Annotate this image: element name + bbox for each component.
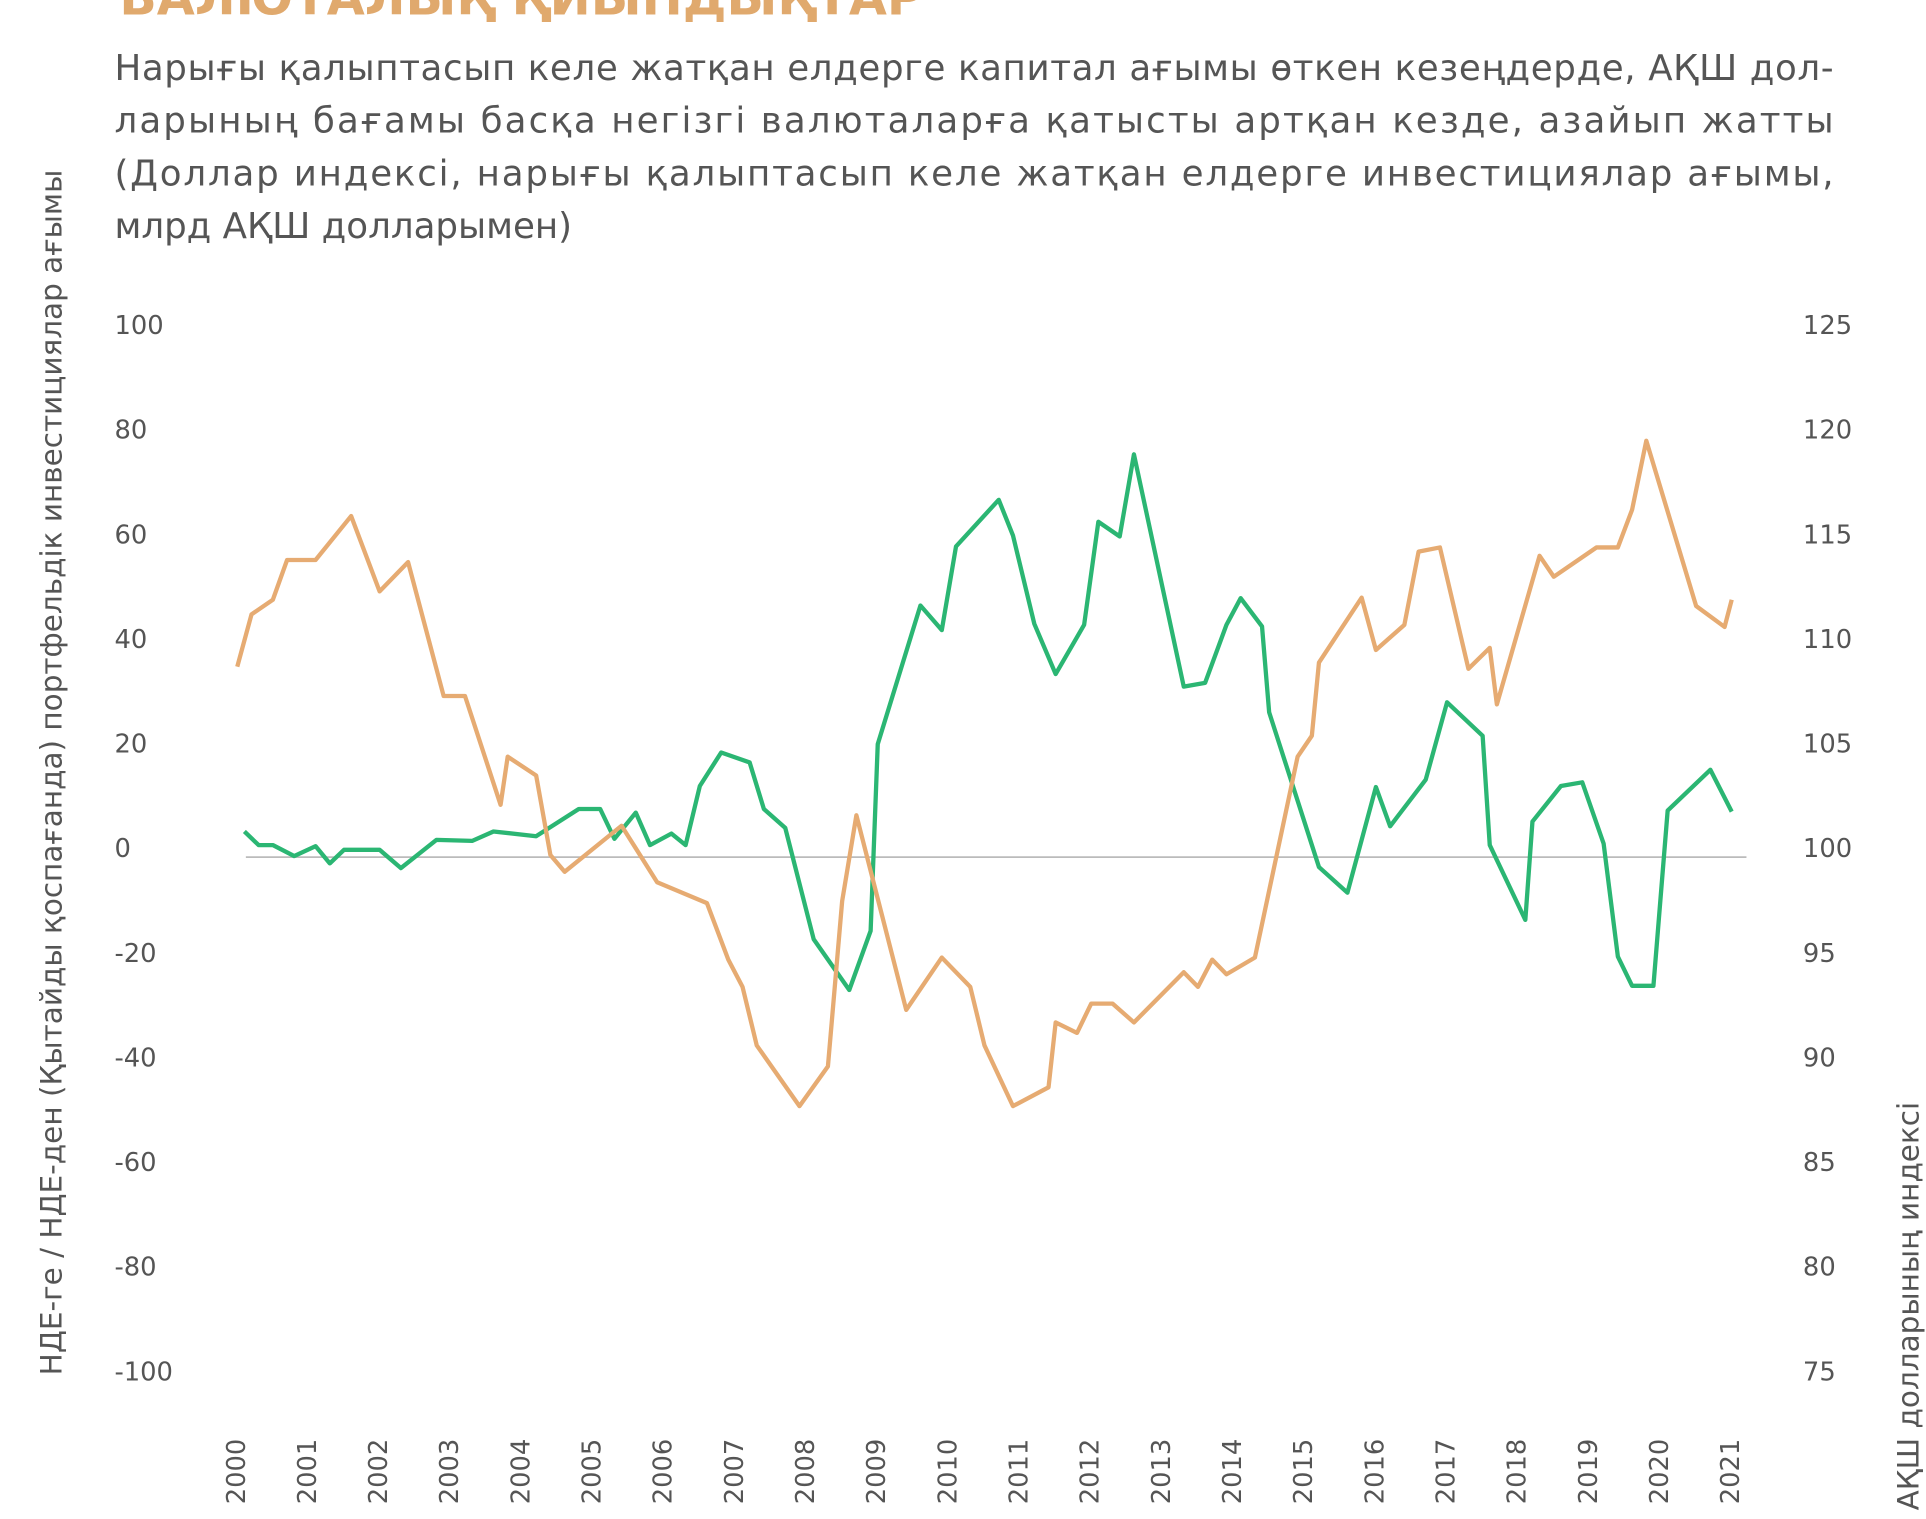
y2-tick-label: 105	[1803, 730, 1852, 760]
y2-tick-label: 100	[1803, 834, 1852, 864]
y-axis-label: НДЕ-ге / НДЕ-ден (Қытайды қоспағанда) по…	[35, 170, 69, 1376]
y2-tick-label: 95	[1803, 939, 1836, 969]
y-tick-label: 0	[114, 834, 130, 864]
y-tick-label: 20	[114, 730, 147, 760]
y-tick-label: 60	[114, 520, 147, 550]
chart-title: ВАЛЮТАЛЫҚ ҚИЫНДЫҚТАР	[119, 0, 923, 27]
x-tick-label: 2007	[720, 1439, 750, 1505]
y2-axis-label: АҚШ долларының индексі	[1891, 1102, 1925, 1511]
x-tick-label: 2001	[293, 1439, 323, 1505]
x-tick-label: 2006	[649, 1439, 679, 1505]
y2-tick-label: 90	[1803, 1044, 1836, 1074]
y-tick-label: -80	[114, 1253, 156, 1283]
x-tick-label: 2008	[791, 1439, 821, 1505]
y-tick-label: -60	[114, 1148, 156, 1178]
x-tick-label: 2019	[1574, 1439, 1604, 1505]
x-tick-label: 2003	[435, 1439, 465, 1505]
y-tick-label: -100	[114, 1357, 172, 1387]
y-tick-label: -20	[114, 939, 156, 969]
x-tick-label: 2012	[1076, 1439, 1106, 1505]
x-tick-label: 2005	[578, 1439, 608, 1505]
chart-subtitle: (Доллар индексі, нарығы қалыптасып келе …	[114, 153, 1833, 194]
y2-tick-label: 125	[1803, 311, 1852, 341]
y-tick-label: 100	[114, 311, 163, 341]
x-tick-label: 2021	[1716, 1439, 1746, 1505]
x-tick-label: 2000	[222, 1439, 252, 1505]
x-tick-label: 2004	[506, 1439, 536, 1505]
series-line	[242, 452, 1734, 993]
series-line	[235, 438, 1734, 1109]
x-tick-label: 2017	[1432, 1439, 1462, 1505]
x-tick-label: 2014	[1218, 1439, 1248, 1505]
y2-tick-label: 115	[1803, 520, 1852, 550]
x-tick-label: 2010	[933, 1439, 963, 1505]
y-tick-label: 80	[114, 416, 147, 446]
y2-tick-label: 85	[1803, 1148, 1836, 1178]
y-tick-label: -40	[114, 1044, 156, 1074]
y2-tick-label: 80	[1803, 1253, 1836, 1283]
x-tick-label: 2011	[1005, 1439, 1035, 1505]
chart-subtitle: Нарығы қалыптасып келе жатқан елдерге ка…	[114, 48, 1833, 89]
chart-subtitle: ларының бағамы басқа негізгі валюталарға…	[114, 101, 1833, 142]
x-tick-label: 2009	[862, 1439, 892, 1505]
y2-tick-label: 75	[1803, 1357, 1836, 1387]
y2-tick-label: 120	[1803, 416, 1852, 446]
x-tick-label: 2015	[1289, 1439, 1319, 1505]
x-tick-label: 2016	[1360, 1439, 1390, 1505]
y2-tick-label: 110	[1803, 625, 1852, 655]
x-tick-label: 2002	[364, 1439, 394, 1505]
x-tick-label: 2018	[1503, 1439, 1533, 1505]
x-tick-label: 2020	[1645, 1439, 1675, 1505]
chart-subtitle: млрд АҚШ долларымен)	[114, 206, 572, 247]
x-tick-label: 2013	[1147, 1439, 1177, 1505]
y-tick-label: 40	[114, 625, 147, 655]
